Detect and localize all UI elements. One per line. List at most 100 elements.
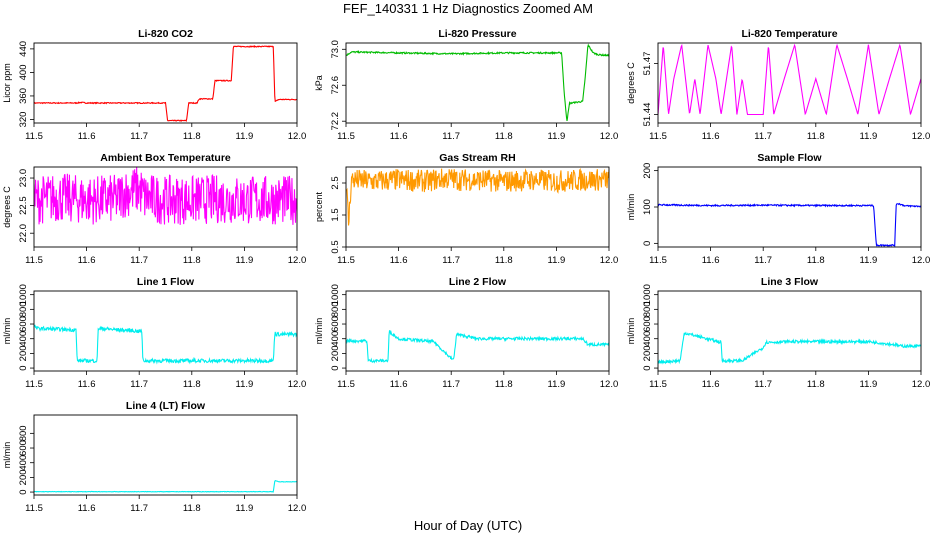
plot-frame <box>657 42 922 124</box>
y-axis-label: ml/min <box>2 442 12 469</box>
figure-title: FEF_140331 1 Hz Diagnostics Zoomed AM <box>342 1 593 16</box>
figure-x-axis-label: Hour of Day (UTC) <box>413 518 523 533</box>
x-tick-label: 11.6 <box>390 131 408 142</box>
x-tick-label: 11.9 <box>236 503 254 514</box>
data-series-1 <box>346 43 609 121</box>
y-tick-label: 360 <box>18 88 29 104</box>
x-axis: 11.5 11.6 11.7 11.8 11.9 12.0 <box>25 495 306 514</box>
y-tick-label: 1000 <box>330 284 341 305</box>
x-tick-label: 11.6 <box>702 255 720 266</box>
x-tick-label: 11.6 <box>702 379 720 390</box>
y-tick-label: 800 <box>18 425 29 441</box>
x-tick-label: 11.8 <box>183 503 201 514</box>
y-axis-label: degrees C <box>2 186 12 228</box>
x-tick-label: 11.8 <box>495 255 513 266</box>
x-tick-label: 12.0 <box>912 131 931 142</box>
y-axis-label: ml/min <box>2 318 12 345</box>
y-tick-label: 400 <box>642 331 653 347</box>
x-tick-label: 11.7 <box>130 503 148 514</box>
x-tick-label: 12.0 <box>288 255 307 266</box>
x-tick-label: 12.0 <box>288 503 307 514</box>
panel-title: Ambient Box Temperature <box>100 152 231 164</box>
y-axis-label: ml/min <box>314 318 324 345</box>
x-tick-label: 11.8 <box>183 255 201 266</box>
x-axis: 11.5 11.6 11.7 11.8 11.9 12.0 <box>337 371 618 390</box>
plot-frame <box>345 290 610 372</box>
x-tick-label: 11.6 <box>78 379 96 390</box>
y-tick-label: 800 <box>642 301 653 317</box>
y-tick-label: 73.0 <box>330 40 341 59</box>
x-tick-label: 11.8 <box>183 379 201 390</box>
x-tick-label: 11.6 <box>78 255 96 266</box>
panel-title: Line 3 Flow <box>761 276 819 288</box>
panel-title: Sample Flow <box>757 152 822 164</box>
y-axis-label: ml/min <box>626 194 636 221</box>
data-series-1 <box>346 330 609 364</box>
x-axis: 11.5 11.6 11.7 11.8 11.9 12.0 <box>337 123 618 142</box>
x-tick-label: 11.5 <box>649 255 667 266</box>
y-axis: 22.0 22.5 23.0 <box>18 169 34 242</box>
x-tick-label: 11.5 <box>649 131 667 142</box>
x-tick-label: 11.7 <box>130 131 148 142</box>
y-tick-label: 600 <box>18 440 29 456</box>
y-tick-label: 440 <box>18 41 29 57</box>
plot-frame <box>33 414 298 496</box>
x-tick-label: 11.8 <box>807 255 825 266</box>
x-axis: 11.5 11.6 11.7 11.8 11.9 12.0 <box>337 247 618 266</box>
x-tick-label: 12.0 <box>600 255 619 266</box>
x-tick-label: 11.9 <box>860 255 878 266</box>
x-axis: 11.5 11.6 11.7 11.8 11.9 12.0 <box>649 123 930 142</box>
chart-panel-1: Li-820 CO2 11.5 11.6 11.7 11.8 11.9 12.0 320 360… <box>2 28 306 142</box>
x-tick-label: 11.8 <box>495 379 513 390</box>
panel-title: Li-820 Pressure <box>438 28 516 40</box>
x-axis: 11.5 11.6 11.7 11.8 11.9 12.0 <box>25 123 306 142</box>
x-tick-label: 11.8 <box>183 131 201 142</box>
y-tick-label: 800 <box>18 301 29 317</box>
y-tick-label: 320 <box>18 112 29 128</box>
x-tick-label: 11.5 <box>25 131 43 142</box>
chart-panel-2: Li-820 Pressure 11.5 11.6 11.7 11.8 11.9 12.0 7… <box>314 28 618 142</box>
y-tick-label: 400 <box>330 331 341 347</box>
x-tick-label: 11.5 <box>337 379 355 390</box>
x-tick-label: 12.0 <box>288 379 307 390</box>
y-axis: 51.44 51.47 <box>642 52 658 126</box>
y-tick-label: 0 <box>18 365 29 370</box>
x-tick-label: 12.0 <box>600 379 619 390</box>
x-tick-label: 11.7 <box>130 379 148 390</box>
x-axis: 11.5 11.6 11.7 11.8 11.9 12.0 <box>649 247 930 266</box>
y-tick-label: 0 <box>18 489 29 494</box>
plot-frame <box>33 166 298 248</box>
y-axis-label: percent <box>314 191 324 222</box>
data-series-1 <box>658 331 921 365</box>
data-series-1 <box>346 167 609 226</box>
x-tick-label: 11.6 <box>390 379 408 390</box>
y-tick-label: 400 <box>18 64 29 80</box>
data-series-1 <box>34 45 297 122</box>
x-tick-label: 11.9 <box>236 379 254 390</box>
y-tick-label: 23.0 <box>18 169 29 188</box>
x-tick-label: 11.9 <box>236 255 254 266</box>
data-series-1 <box>34 324 297 365</box>
chart-panel-7: Line 1 Flow 11.5 11.6 11.7 11.8 11.9 12.0 0 2004… <box>2 276 306 390</box>
x-tick-label: 12.0 <box>912 379 931 390</box>
data-series-1 <box>34 167 297 225</box>
x-tick-label: 11.5 <box>337 131 355 142</box>
y-tick-label: 800 <box>330 301 341 317</box>
data-series-1 <box>658 43 921 116</box>
y-tick-label: 0 <box>642 365 653 370</box>
x-axis: 11.5 11.6 11.7 11.8 11.9 12.0 <box>25 247 306 266</box>
y-tick-label: 51.47 <box>642 52 653 76</box>
x-tick-label: 11.7 <box>754 379 772 390</box>
x-tick-label: 11.5 <box>337 255 355 266</box>
x-tick-label: 12.0 <box>600 131 619 142</box>
x-tick-label: 11.5 <box>25 255 43 266</box>
y-tick-label: 0 <box>330 365 341 370</box>
y-tick-label: 2.5 <box>330 176 341 189</box>
x-tick-label: 11.6 <box>78 131 96 142</box>
x-tick-label: 11.5 <box>25 379 43 390</box>
data-series-1 <box>658 202 921 247</box>
y-axis-label: kPa <box>314 75 324 91</box>
